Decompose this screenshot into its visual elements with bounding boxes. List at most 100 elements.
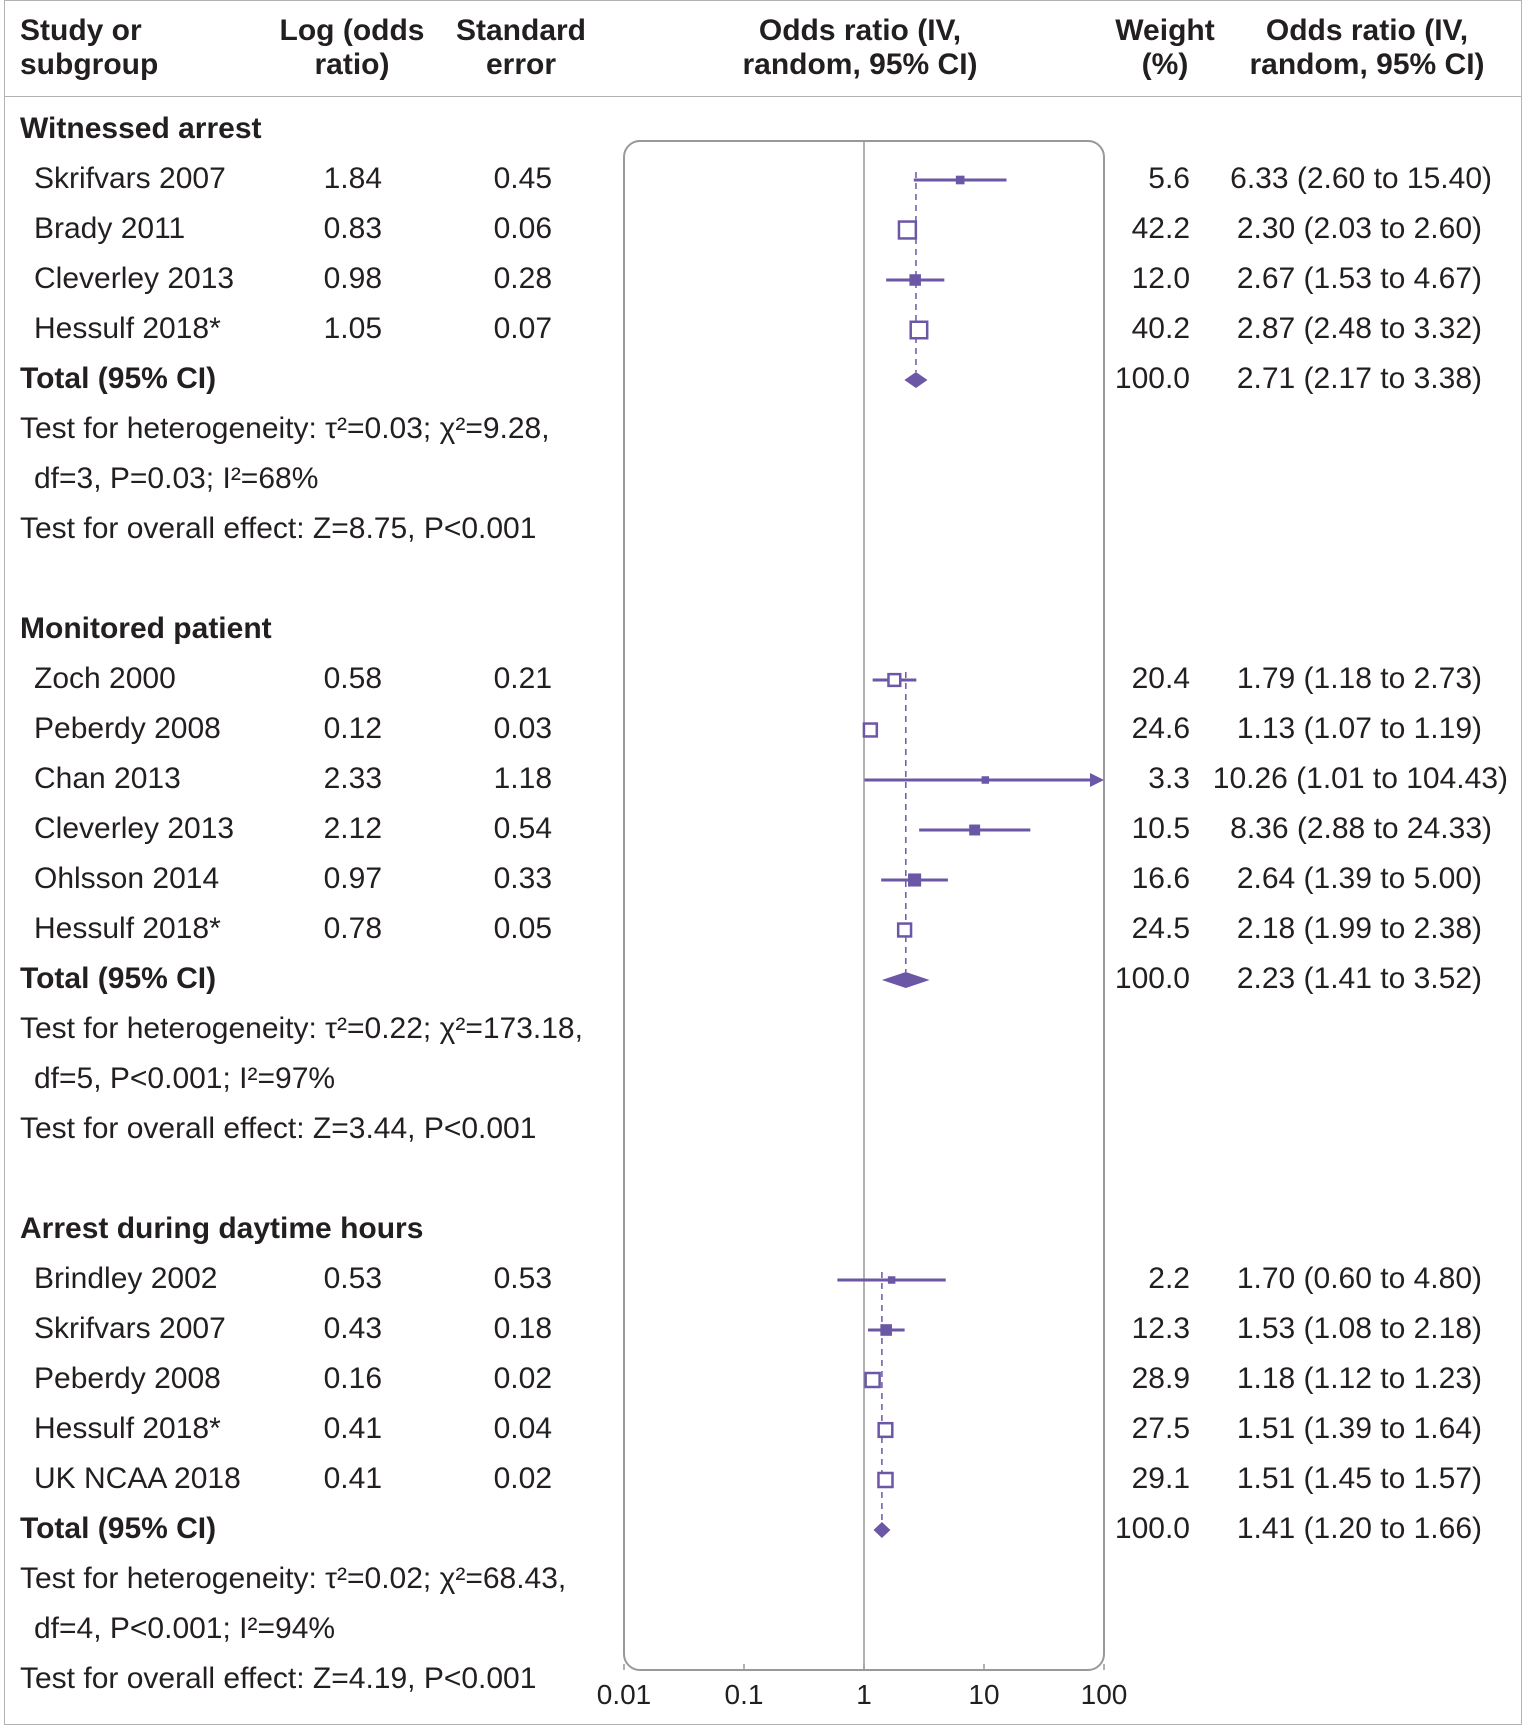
total-weight: 100.0	[1114, 1512, 1190, 1545]
study-weight: 28.9	[1131, 1362, 1190, 1395]
study-name: Skrifvars 2007	[34, 1312, 226, 1345]
study-name: Chan 2013	[34, 762, 181, 795]
total-ci: 1.41 (1.20 to 1.66)	[1236, 1512, 1482, 1545]
study-name: Cleverley 2013	[34, 262, 235, 295]
group-title: Arrest during daytime hours	[20, 1212, 424, 1245]
study-weight: 12.3	[1131, 1312, 1190, 1345]
study-ci: 1.18 (1.12 to 1.23)	[1236, 1362, 1482, 1395]
group-title: Monitored patient	[20, 612, 272, 645]
study-se: 0.18	[493, 1312, 552, 1345]
study-log: 0.16	[323, 1362, 382, 1395]
study-log: 0.97	[323, 862, 382, 895]
study-se: 0.53	[493, 1262, 552, 1295]
study-log: 0.98	[323, 262, 382, 295]
overall-effect: Test for overall effect: Z=3.44, P<0.001	[20, 1112, 537, 1145]
study-ci: 1.70 (0.60 to 4.80)	[1236, 1262, 1482, 1295]
study-name: Skrifvars 2007	[34, 162, 226, 195]
study-se: 0.05	[493, 912, 552, 945]
study-log: 0.12	[323, 712, 382, 745]
study-se: 0.28	[493, 262, 552, 295]
study-ci: 1.79 (1.18 to 2.73)	[1236, 662, 1482, 695]
study-weight: 24.5	[1131, 912, 1190, 945]
header-log-odds: Log (odds ratio)	[279, 14, 425, 81]
total-weight: 100.0	[1114, 962, 1190, 995]
study-se: 0.03	[493, 712, 552, 745]
study-log: 0.53	[323, 1262, 382, 1295]
study-name: Peberdy 2008	[34, 712, 221, 745]
heterogeneity-line2: df=5, P<0.001; I²=97%	[34, 1062, 336, 1095]
study-se: 0.02	[493, 1362, 552, 1395]
study-ci: 6.33 (2.60 to 15.40)	[1230, 162, 1492, 195]
study-name: Hessulf 2018*	[34, 1412, 221, 1445]
heterogeneity-line2: df=3, P=0.03; I²=68%	[34, 462, 319, 495]
study-name: Brady 2011	[34, 212, 186, 245]
study-weight: 20.4	[1131, 662, 1190, 695]
study-se: 0.45	[493, 162, 552, 195]
study-log: 2.33	[323, 762, 382, 795]
total-ci: 2.71 (2.17 to 3.38)	[1236, 362, 1482, 395]
study-log: 2.12	[323, 812, 382, 845]
study-ci: 1.53 (1.08 to 2.18)	[1236, 1312, 1482, 1345]
study-name: Hessulf 2018*	[34, 912, 221, 945]
study-ci: 2.30 (2.03 to 2.60)	[1236, 212, 1482, 245]
total-ci: 2.23 (1.41 to 3.52)	[1236, 962, 1482, 995]
study-log: 1.05	[323, 312, 382, 345]
study-name: Brindley 2002	[34, 1262, 218, 1295]
heterogeneity-line1: Test for heterogeneity: τ²=0.03; χ²=9.28…	[20, 412, 550, 445]
study-log: 0.78	[323, 912, 382, 945]
study-log: 0.58	[323, 662, 382, 695]
study-weight: 5.6	[1148, 162, 1190, 195]
study-se: 0.21	[493, 662, 552, 695]
study-ci: 2.18 (1.99 to 2.38)	[1236, 912, 1482, 945]
study-name: Cleverley 2013	[34, 812, 235, 845]
overall-effect: Test for overall effect: Z=8.75, P<0.001	[20, 512, 537, 545]
study-weight: 24.6	[1131, 712, 1190, 745]
study-ci: 1.51 (1.39 to 1.64)	[1236, 1412, 1482, 1445]
figure-frame	[4, 0, 1522, 1725]
study-weight: 42.2	[1131, 212, 1190, 245]
study-log: 1.84	[323, 162, 382, 195]
header-weight: Weight (%)	[1115, 14, 1215, 81]
study-log: 0.41	[323, 1462, 382, 1495]
study-weight: 3.3	[1148, 762, 1190, 795]
study-se: 0.07	[493, 312, 552, 345]
study-ci: 1.51 (1.45 to 1.57)	[1236, 1462, 1482, 1495]
study-se: 1.18	[493, 762, 552, 795]
study-weight: 27.5	[1131, 1412, 1190, 1445]
study-se: 0.06	[493, 212, 552, 245]
study-name: Peberdy 2008	[34, 1362, 221, 1395]
total-label: Total (95% CI)	[20, 962, 217, 995]
study-log: 0.41	[323, 1412, 382, 1445]
total-label: Total (95% CI)	[20, 362, 217, 395]
study-name: Hessulf 2018*	[34, 312, 221, 345]
study-name: Ohlsson 2014	[34, 862, 220, 895]
study-name: Zoch 2000	[34, 662, 176, 695]
study-log: 0.43	[323, 1312, 382, 1345]
study-ci: 8.36 (2.88 to 24.33)	[1230, 812, 1492, 845]
total-label: Total (95% CI)	[20, 1512, 217, 1545]
study-se: 0.04	[493, 1412, 552, 1445]
study-weight: 2.2	[1148, 1262, 1190, 1295]
study-weight: 12.0	[1131, 262, 1190, 295]
study-se: 0.02	[493, 1462, 552, 1495]
study-weight: 16.6	[1131, 862, 1190, 895]
overall-effect: Test for overall effect: Z=4.19, P<0.001	[20, 1662, 537, 1695]
total-weight: 100.0	[1114, 362, 1190, 395]
group-title: Witnessed arrest	[20, 112, 262, 145]
study-weight: 29.1	[1131, 1462, 1190, 1495]
study-ci: 2.67 (1.53 to 4.67)	[1236, 262, 1482, 295]
study-ci: 2.87 (2.48 to 3.32)	[1236, 312, 1482, 345]
study-se: 0.54	[493, 812, 552, 845]
study-name: UK NCAA 2018	[34, 1462, 241, 1495]
study-ci: 1.13 (1.07 to 1.19)	[1236, 712, 1482, 745]
heterogeneity-line2: df=4, P<0.001; I²=94%	[34, 1612, 336, 1645]
heterogeneity-line1: Test for heterogeneity: τ²=0.22; χ²=173.…	[20, 1012, 583, 1045]
study-ci: 2.64 (1.39 to 5.00)	[1236, 862, 1482, 895]
header-odds-ratio: Odds ratio (IV, random, 95% CI)	[1249, 14, 1485, 81]
study-weight: 10.5	[1131, 812, 1190, 845]
header-plot: Odds ratio (IV, random, 95% CI)	[742, 14, 978, 81]
study-log: 0.83	[323, 212, 382, 245]
header-rule	[5, 96, 1521, 97]
header-study: Study or subgroup	[20, 14, 159, 81]
study-se: 0.33	[493, 862, 552, 895]
